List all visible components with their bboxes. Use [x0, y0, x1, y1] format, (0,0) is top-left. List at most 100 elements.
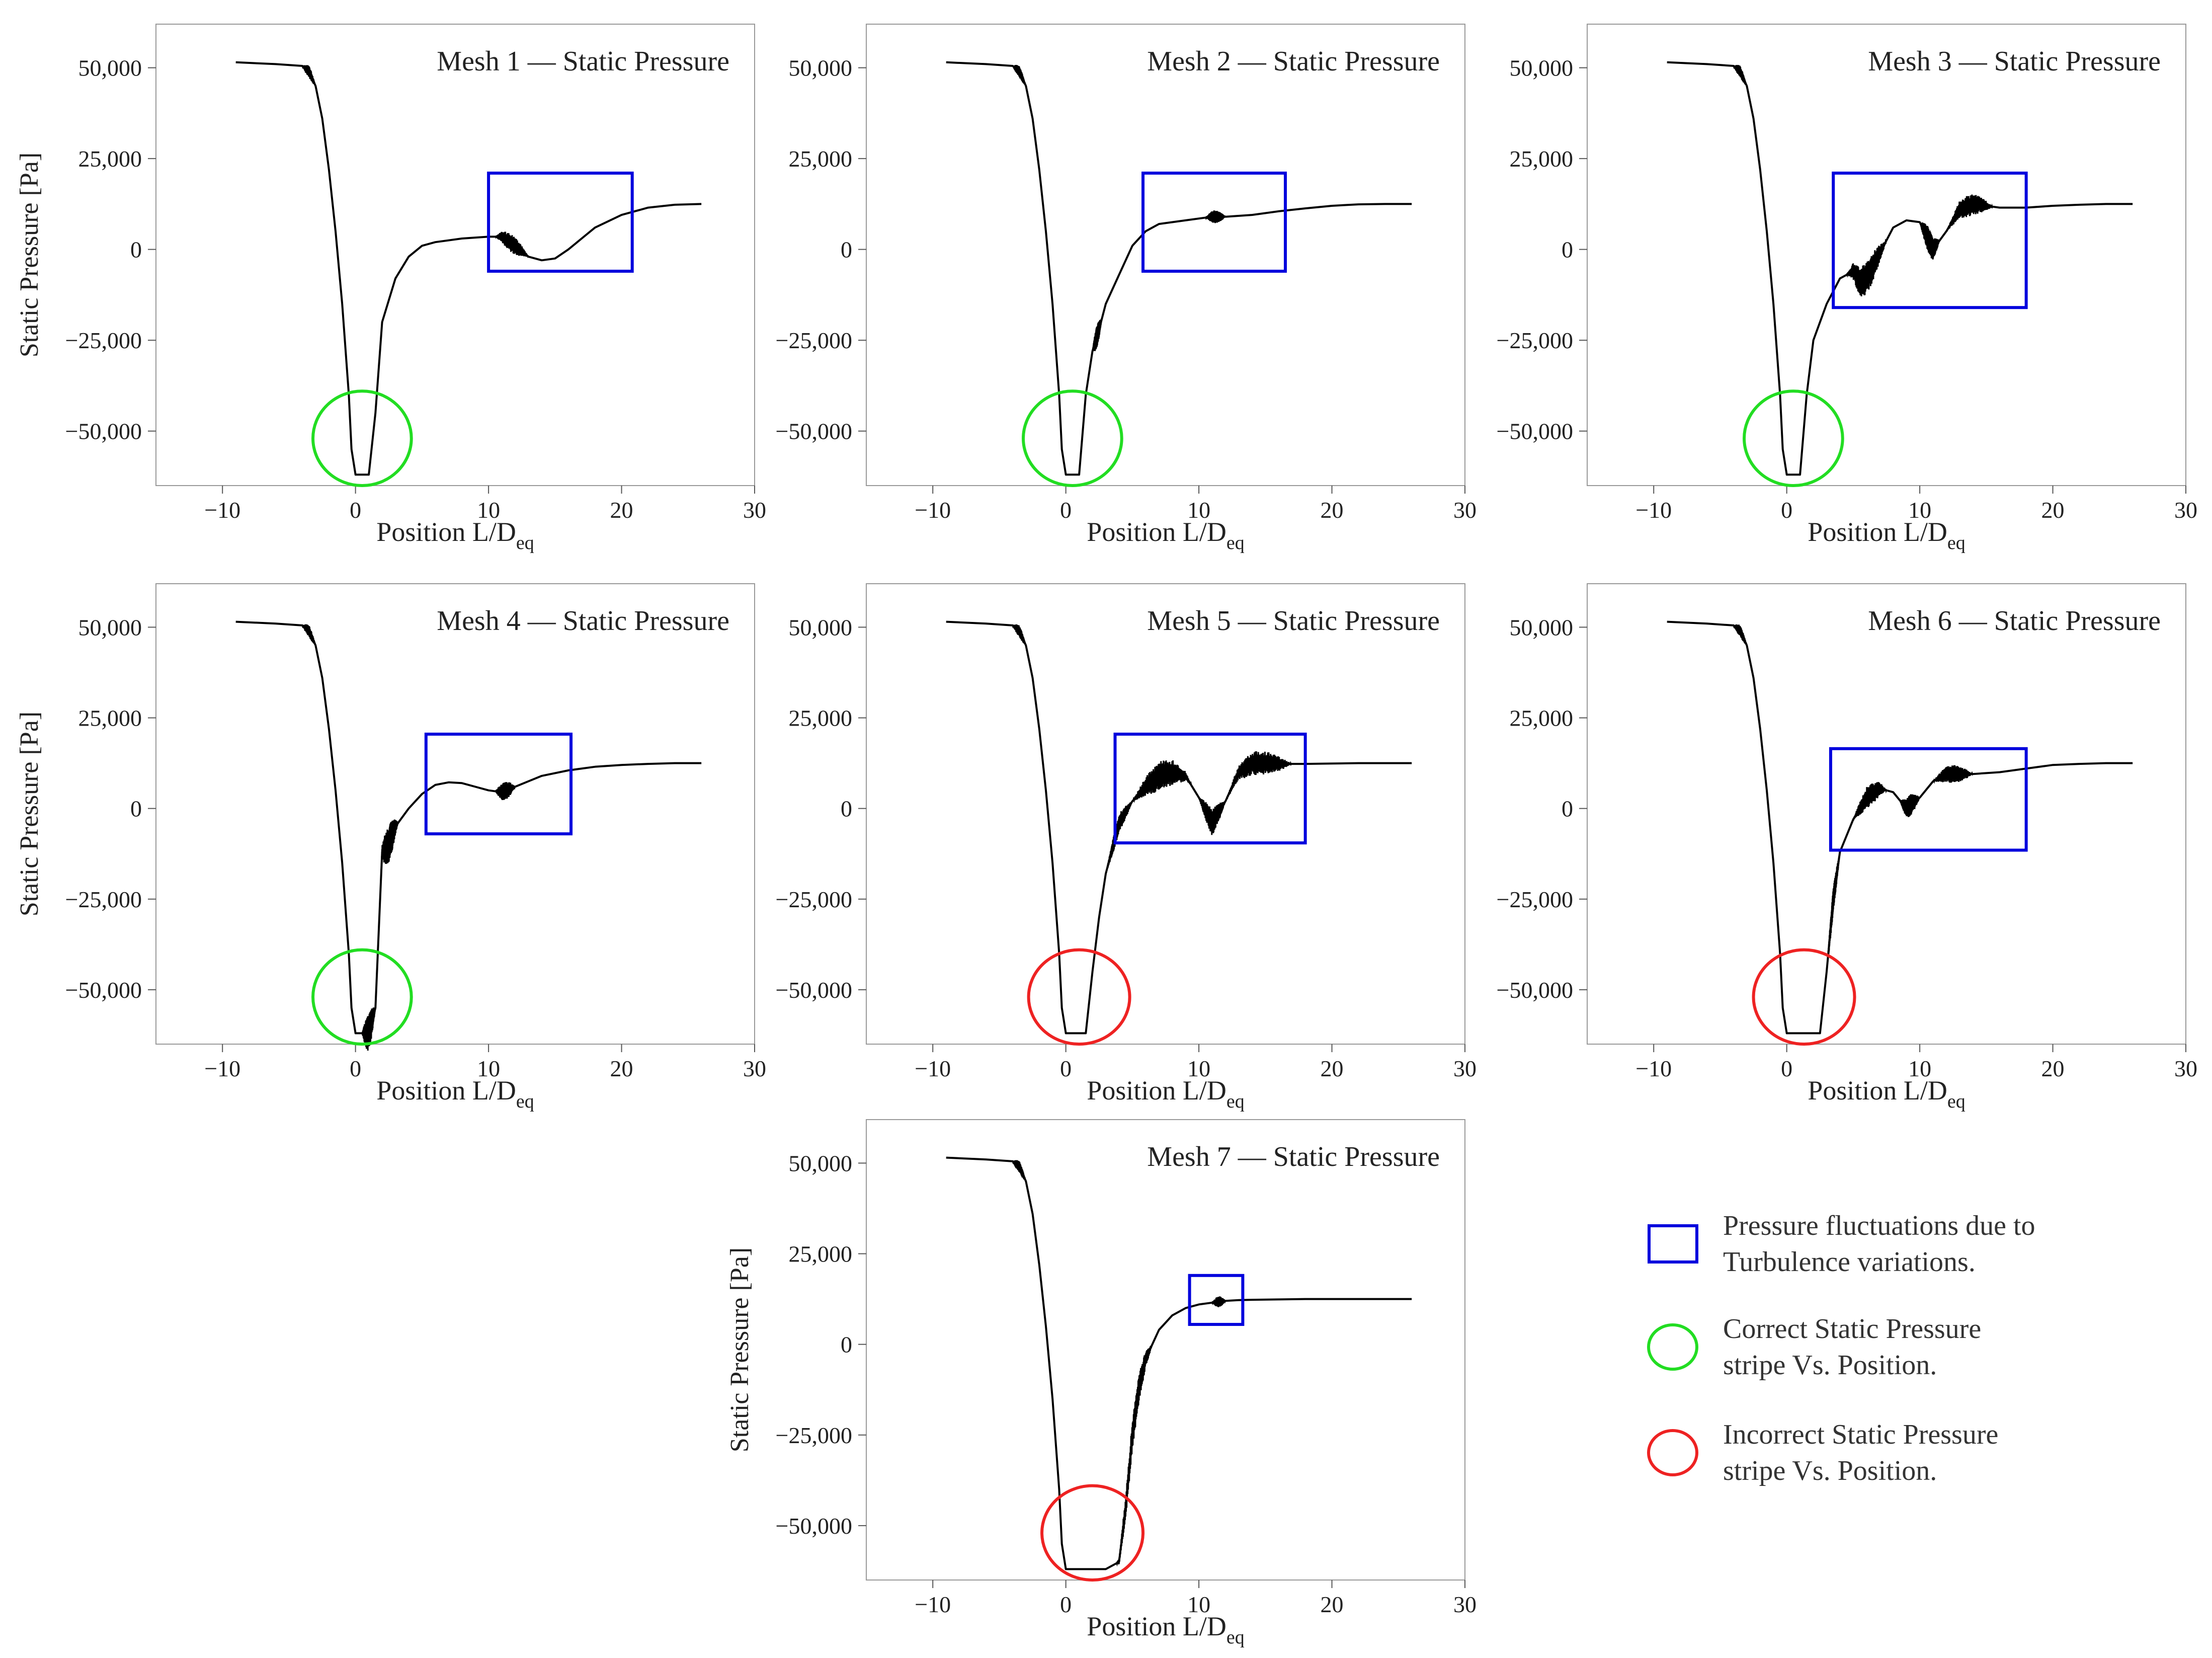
y-tick-label: 50,000: [1510, 614, 1574, 640]
oscillation-band: [1198, 797, 1226, 835]
oscillation-band: [1899, 794, 1921, 817]
oscillation-band: [1733, 65, 1748, 89]
oscillation-band: [301, 65, 316, 88]
y-tick-label: −25,000: [776, 328, 852, 353]
fluctuation-box: [1832, 172, 2028, 309]
legend-text-line: Turbulence variations.: [1723, 1246, 1976, 1278]
oscillation-band: [1846, 238, 1887, 296]
x-tick-label: 20: [2041, 497, 2065, 523]
y-tick-label: −50,000: [776, 1513, 852, 1539]
plot-frame: [155, 583, 755, 1045]
x-tick-label: 30: [1453, 1056, 1477, 1081]
oscillation-band: [1733, 624, 1748, 646]
fluctuation-box: [1113, 732, 1307, 845]
series-line: [946, 620, 1412, 1035]
x-tick-label: 0: [1060, 1592, 1072, 1617]
chart-panel-4: 50,000 25,000 0 −25,000 −50,000 −10 0 10 20 30 Pos…: [15, 583, 766, 1112]
x-axis-label: Position L/Deq: [1808, 517, 1965, 554]
oscillation-band: [1131, 760, 1193, 803]
y-tick-label: −25,000: [776, 1423, 852, 1448]
oscillation-band: [1105, 800, 1133, 874]
stripe-ellipse: [1752, 948, 1856, 1046]
legend-text-line: Incorrect Static Pressure: [1723, 1419, 1999, 1450]
chart-title: Mesh 1 — Static Pressure: [437, 46, 729, 77]
fluctuation-box: [424, 732, 573, 836]
y-tick-label: 0: [841, 237, 852, 263]
stripe-ellipse: [1022, 389, 1123, 487]
x-tick-label: −10: [915, 1592, 951, 1617]
x-tick-label: 20: [610, 1056, 633, 1081]
legend-item-turbulence: Pressure fluctuations due to Turbulence …: [1645, 1208, 2188, 1283]
x-tick-label: 10: [1187, 497, 1210, 523]
chart-title: Mesh 3 — Static Pressure: [1868, 46, 2161, 77]
chart-panel-3: 50,000 25,000 0 −25,000 −50,000 −10 0 10 20 30 Pos…: [1497, 24, 2197, 554]
oscillation-band: [378, 819, 399, 915]
y-tick-label: −50,000: [776, 977, 852, 1003]
series-line: [1667, 620, 2133, 1035]
fluctuation-box: [487, 172, 634, 273]
stripe-ellipse: [311, 948, 413, 1046]
y-axis-label: Static Pressure [Pa]: [15, 712, 44, 916]
y-tick-label: 0: [1562, 796, 1573, 822]
x-tick-label: 30: [743, 497, 766, 523]
stripe-ellipse: [1027, 948, 1131, 1046]
series-line: [946, 61, 1412, 476]
y-tick-label: 50,000: [789, 55, 853, 81]
fluctuation-box: [1188, 1274, 1245, 1326]
plot-frame: [155, 24, 755, 486]
x-tick-label: −10: [915, 1056, 951, 1081]
legend-text-line: Pressure fluctuations due to: [1723, 1210, 2035, 1241]
y-tick-label: −50,000: [776, 419, 852, 444]
y-tick-label: 25,000: [789, 146, 853, 172]
y-tick-label: 0: [1562, 237, 1573, 263]
y-tick-label: 0: [841, 1332, 852, 1358]
red-circle-icon: [1647, 1429, 1698, 1476]
series-line: [235, 61, 702, 476]
x-tick-label: −10: [1635, 497, 1672, 523]
chart-panel-1: 50,000 25,000 0 −25,000 −50,000 −10 0 10 20 30 Pos…: [15, 24, 766, 554]
y-tick-label: 25,000: [789, 705, 853, 731]
oscillation-band: [301, 624, 316, 648]
y-tick-label: 25,000: [78, 705, 142, 731]
oscillation-band: [1932, 765, 1974, 784]
x-axis-label: Position L/Deq: [1808, 1075, 1965, 1112]
y-tick-label: 0: [841, 796, 852, 822]
plot-frame: [1587, 583, 2186, 1045]
x-tick-label: 30: [1453, 1592, 1477, 1617]
x-axis-label: Position L/Deq: [376, 517, 534, 554]
oscillation-band: [1826, 851, 1841, 972]
x-tick-label: 20: [1321, 497, 1344, 523]
x-tick-label: 0: [350, 1056, 361, 1081]
fluctuation-box: [1141, 172, 1287, 273]
chart-title: Mesh 7 — Static Pressure: [1147, 1141, 1440, 1172]
x-tick-label: 10: [1187, 1592, 1210, 1617]
plot-frame: [866, 1119, 1465, 1581]
y-axis-label: Static Pressure [Pa]: [15, 152, 44, 357]
x-axis-label: Position L/Deq: [1087, 1611, 1244, 1648]
series-line: [235, 620, 702, 1035]
x-tick-label: 0: [350, 497, 361, 523]
x-tick-label: 10: [1908, 1056, 1931, 1081]
x-tick-label: 10: [477, 1056, 500, 1081]
x-tick-label: 10: [1908, 497, 1931, 523]
chart-panel-5: 50,000 25,000 0 −25,000 −50,000 −10 0 10 20 30 Pos…: [776, 583, 1477, 1112]
blue-rectangle-icon: [1648, 1224, 1698, 1264]
stripe-ellipse: [311, 389, 413, 487]
chart-title: Mesh 4 — Static Pressure: [437, 605, 729, 637]
y-tick-label: 50,000: [78, 614, 142, 640]
y-tick-label: 25,000: [78, 146, 142, 172]
chart-title: Mesh 6 — Static Pressure: [1868, 605, 2161, 637]
oscillation-band: [1012, 624, 1027, 647]
y-tick-label: 0: [130, 237, 142, 263]
y-tick-label: 25,000: [789, 1241, 853, 1267]
y-tick-label: 25,000: [1510, 146, 1574, 172]
y-tick-label: −25,000: [776, 887, 852, 912]
x-tick-label: 20: [1321, 1056, 1344, 1081]
y-tick-label: −50,000: [1497, 977, 1573, 1003]
x-tick-label: 20: [610, 497, 633, 523]
chart-panel-6: 50,000 25,000 0 −25,000 −50,000 −10 0 10 20 30 Pos…: [1497, 583, 2197, 1112]
x-axis-label: Position L/Deq: [376, 1075, 534, 1112]
legend-item-incorrect: Incorrect Static Pressure stripe Vs. Pos…: [1645, 1416, 2188, 1492]
legend: Pressure fluctuations due to Turbulence …: [1645, 1208, 2188, 1489]
